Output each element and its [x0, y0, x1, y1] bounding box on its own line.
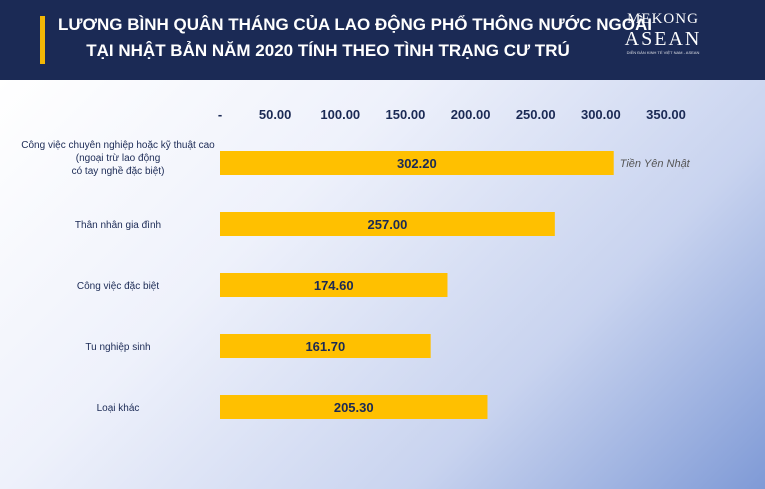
logo-text-mekong: MEKONG: [627, 11, 699, 27]
category-label: Tu nghiệp sinh: [85, 342, 150, 353]
x-tick-label: -: [218, 107, 222, 122]
bar: [220, 273, 448, 297]
category-label: Thân nhân gia đình: [75, 220, 161, 231]
chart-title: LƯƠNG BÌNH QUÂN THÁNG CỦA LAO ĐỘNG PHỔ T…: [58, 12, 652, 64]
logo-tagline: DIỄN ĐÀN KINH TẾ VIỆT NAM - ASEAN: [626, 50, 700, 55]
logo-text-asean: ASEAN: [624, 28, 702, 50]
x-tick-label: 150.00: [386, 107, 426, 122]
bar: [220, 334, 431, 358]
category-label: Công việc chuyên nghiệp hoặc kỹ thuật ca…: [21, 140, 215, 151]
chart-title-line-1: LƯƠNG BÌNH QUÂN THÁNG CỦA LAO ĐỘNG PHỔ T…: [58, 15, 652, 34]
x-tick-label: 200.00: [451, 107, 491, 122]
data-label: 161.70: [305, 339, 345, 354]
x-tick-label: 50.00: [259, 107, 292, 122]
data-label: 302.20: [397, 156, 437, 171]
x-tick-label: 100.00: [320, 107, 360, 122]
mekong-asean-logo: MEKONG ASEAN DIỄN ĐÀN KINH TẾ VIỆT NAM -…: [618, 10, 708, 66]
data-label: 205.30: [334, 400, 374, 415]
bar: [220, 151, 614, 175]
category-label: (ngoại trừ lao động: [76, 153, 161, 164]
category-label: Loại khác: [97, 403, 140, 414]
accent-bar: [40, 16, 45, 64]
header-banner: LƯƠNG BÌNH QUÂN THÁNG CỦA LAO ĐỘNG PHỔ T…: [0, 0, 765, 80]
unit-annotation: Tiền Yên Nhật: [620, 158, 691, 170]
x-tick-label: 300.00: [581, 107, 621, 122]
category-label: Công việc đặc biệt: [77, 281, 159, 292]
category-label: có tay nghề đặc biệt): [72, 165, 165, 177]
x-tick-label: 350.00: [646, 107, 686, 122]
bar-chart: - 50.00 100.00 150.00 200.00 250.00 300.00 350.…: [21, 107, 691, 419]
bar: [220, 212, 555, 236]
data-label: 174.60: [314, 278, 354, 293]
chart-title-line-2: TẠI NHẬT BẢN NĂM 2020 TÍNH THEO TÌNH TRẠ…: [86, 41, 570, 60]
x-tick-label: 250.00: [516, 107, 556, 122]
bar: [220, 395, 488, 419]
data-label: 257.00: [368, 217, 408, 232]
